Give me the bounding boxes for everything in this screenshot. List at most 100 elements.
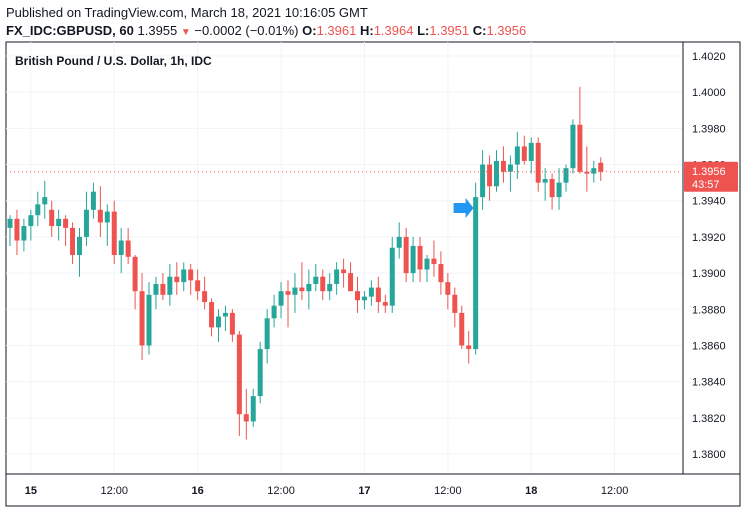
price-tick-label: 1.3900 [692, 268, 726, 280]
candle-body [494, 160, 499, 187]
candle-body [285, 291, 291, 295]
right-arrow-icon [453, 197, 474, 218]
candle-body [216, 316, 221, 328]
close-value: 1.3956 [486, 23, 527, 38]
down-arrow-icon: ▼ [180, 27, 191, 38]
candle-body [584, 171, 590, 174]
grid [6, 42, 683, 474]
last-price-badge-bg [684, 161, 738, 192]
candle-body [327, 283, 333, 292]
symbol-label: FX_IDC:GBPUSD, 60 [6, 23, 134, 38]
price-axis[interactable]: 1.40201.40001.39801.39601.39401.39201.39… [692, 51, 726, 461]
candle-body [188, 269, 194, 281]
candle-body [222, 312, 228, 317]
candle-body [77, 236, 82, 255]
last-price-badge-value: 1.3956 [692, 166, 726, 178]
candle-body [21, 226, 27, 241]
candle-body [209, 302, 215, 328]
candle-body [236, 334, 242, 415]
candle-body [229, 312, 235, 335]
price-tick-label: 1.3820 [692, 413, 726, 425]
candle-body [556, 182, 562, 198]
arrow-annotation[interactable] [453, 197, 474, 218]
candle-body [341, 269, 347, 274]
candle-body [181, 269, 187, 283]
candle-body [97, 209, 103, 223]
candle-body [313, 276, 319, 284]
candle-body [570, 124, 576, 169]
candle-body [104, 211, 110, 223]
price-tick-label: 1.3980 [692, 123, 726, 135]
candle-body [361, 296, 367, 301]
candle-body [334, 269, 340, 284]
candle-body [278, 291, 284, 306]
candle-body [167, 276, 173, 295]
candle-body [521, 146, 527, 161]
candle-body [535, 142, 541, 183]
candle-body [459, 312, 465, 346]
candle-body [577, 124, 583, 172]
candle-body [118, 240, 124, 255]
candle-body [368, 287, 374, 297]
candle-body [424, 258, 430, 270]
candle-body [125, 240, 131, 257]
candle-body [174, 276, 180, 283]
candle-body [271, 305, 277, 319]
candle-body [452, 294, 458, 313]
candle-body [507, 164, 513, 172]
candle-body [35, 204, 41, 216]
published-note: Published on TradingView.com, March 18, … [6, 5, 368, 20]
candle-body [153, 283, 159, 295]
candle-body [591, 168, 597, 174]
candle-body [382, 302, 388, 306]
price-tick-label: 1.4020 [692, 51, 726, 63]
candle-body [264, 318, 270, 350]
time-tick-label: 16 [192, 485, 204, 497]
candle-body [355, 291, 360, 301]
candle-body [14, 218, 20, 241]
price-change: −0.0002 (−0.01%) [194, 23, 299, 38]
time-tick-label: 15 [25, 485, 37, 497]
candle-body [63, 218, 69, 228]
candle-body [410, 245, 416, 274]
high-value: 1.3964 [373, 23, 414, 38]
time-tick-label: 12:00 [434, 485, 462, 497]
price-tick-label: 1.3940 [692, 196, 726, 208]
time-tick-label: 12:00 [267, 485, 295, 497]
candle-body [320, 276, 326, 292]
candle-body [132, 256, 138, 292]
last-price: 1.3955 [137, 23, 178, 38]
candle-body [202, 291, 208, 303]
price-tick-label: 1.3800 [692, 449, 726, 461]
candle-body [438, 264, 444, 283]
candle-body [7, 218, 13, 228]
candle-body [195, 280, 201, 292]
candle-body [306, 283, 312, 292]
candle-body [466, 345, 472, 350]
candle-body [528, 142, 534, 161]
time-axis[interactable]: 15 12:00 16 12:00 17 12:00 18 12:00 [25, 485, 629, 497]
ohlc-legend: FX_IDC:GBPUSD, 60 1.3955 ▼ −0.0002 (−0.0… [6, 22, 741, 40]
candle-body [514, 146, 520, 165]
candle-body [500, 160, 506, 172]
candle-body [542, 179, 548, 183]
candle-body [487, 164, 493, 187]
candle-body [56, 218, 62, 227]
candle-body [292, 287, 298, 295]
candle-body [111, 211, 117, 255]
time-tick-label: 12:00 [100, 485, 128, 497]
price-tick-label: 1.3920 [692, 232, 726, 244]
chart-header: Published on TradingView.com, March 18, … [6, 4, 741, 40]
candle-body [139, 291, 145, 346]
candle-body [42, 197, 48, 205]
time-tick-label: 12:00 [601, 485, 629, 497]
chart-frame [5, 41, 741, 507]
price-tick-label: 1.3860 [692, 340, 726, 352]
candle-body [160, 283, 166, 295]
price-tick-label: 1.4000 [692, 87, 726, 99]
candle-body [146, 294, 152, 346]
candle-body [90, 191, 96, 210]
candle-body [598, 162, 604, 172]
